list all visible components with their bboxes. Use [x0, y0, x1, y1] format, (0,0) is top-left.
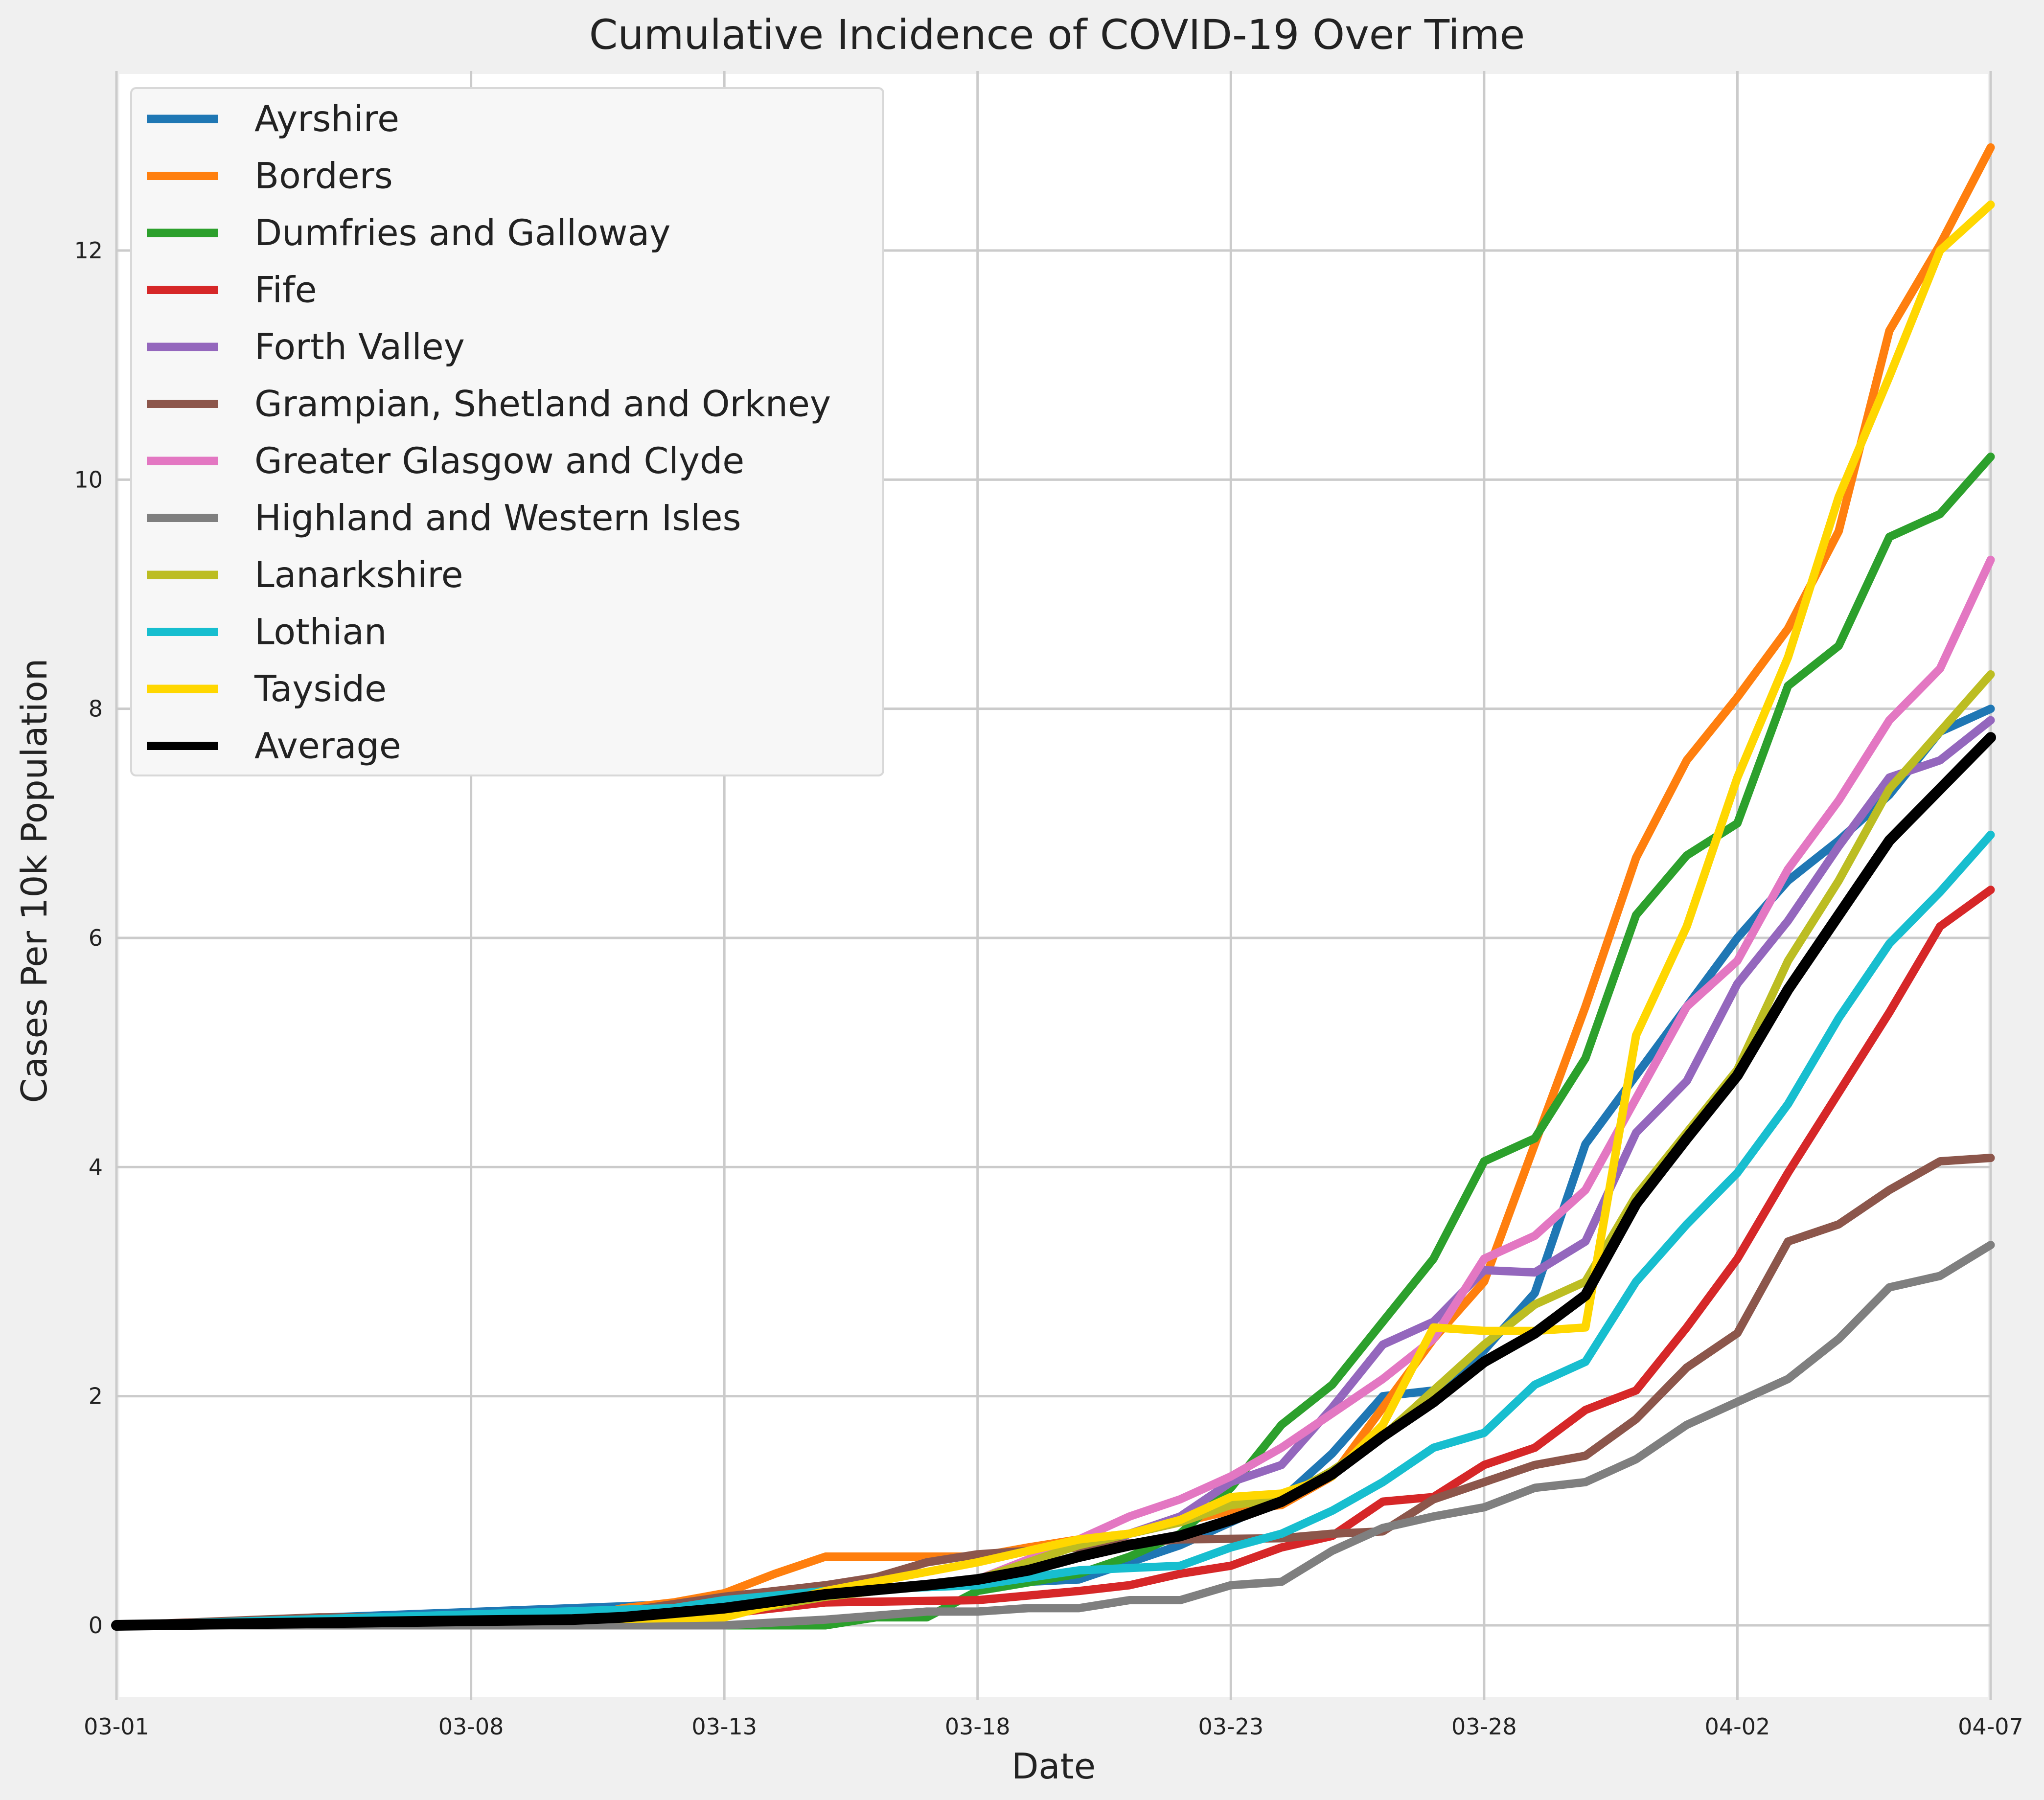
- series-line-average: [111, 732, 1996, 1631]
- x-tick-label: 03-01: [84, 1713, 149, 1740]
- y-tick-label: 6: [89, 925, 103, 951]
- x-tick-label: 03-23: [1198, 1713, 1263, 1740]
- legend: Ayrshire Borders Dumfries and Galloway Fife…: [130, 87, 884, 776]
- series-line-fife: [112, 886, 1995, 1630]
- x-tick-label: 03-18: [945, 1713, 1011, 1740]
- grid: [115, 71, 1992, 1700]
- series-lines: [111, 143, 1996, 1631]
- x-tick-label: 04-02: [1705, 1713, 1770, 1740]
- legend-label: Lothian: [254, 612, 387, 653]
- legend-label: Lanarkshire: [254, 554, 463, 596]
- axis-ticks: 03-01 03-08 03-13 03-18 03-23 03-28 04-02 04-07…: [74, 237, 2023, 1740]
- legend-label: Greater Glasgow and Clyde: [254, 440, 744, 482]
- legend-box: [130, 87, 884, 776]
- y-tick-label: 0: [89, 1612, 103, 1639]
- x-tick-label: 04-07: [1958, 1713, 2023, 1740]
- series-line-tayside: [112, 200, 1995, 1630]
- legend-label: Dumfries and Galloway: [254, 212, 670, 254]
- y-tick-label: 10: [74, 466, 103, 493]
- legend-label: Tayside: [254, 668, 387, 710]
- legend-label: Forth Valley: [254, 326, 465, 368]
- series-line-highland-and-western-isles: [112, 1241, 1995, 1630]
- legend-label: Grampian, Shetland and Orkney: [254, 384, 831, 425]
- series-line-lanarkshire: [112, 670, 1995, 1630]
- y-axis-label: Cases Per 10k Population: [14, 659, 55, 1103]
- legend-label: Average: [254, 726, 401, 767]
- series-line-dumfries-and-galloway: [112, 453, 1995, 1630]
- x-tick-label: 03-13: [691, 1713, 757, 1740]
- legend-label: Ayrshire: [254, 98, 399, 140]
- y-tick-label: 2: [89, 1383, 103, 1410]
- x-tick-label: 03-08: [438, 1713, 504, 1740]
- legend-label: Borders: [254, 156, 393, 197]
- legend-label: Highland and Western Isles: [254, 498, 741, 539]
- legend-label: Fife: [254, 270, 317, 311]
- y-tick-label: 12: [74, 237, 103, 264]
- y-tick-label: 8: [89, 696, 103, 722]
- y-tick-label: 4: [89, 1154, 103, 1180]
- x-axis-label: Date: [1011, 1746, 1096, 1787]
- x-tick-label: 03-28: [1451, 1713, 1517, 1740]
- chart-title: Cumulative Incidence of COVID-19 Over Ti…: [589, 11, 1525, 59]
